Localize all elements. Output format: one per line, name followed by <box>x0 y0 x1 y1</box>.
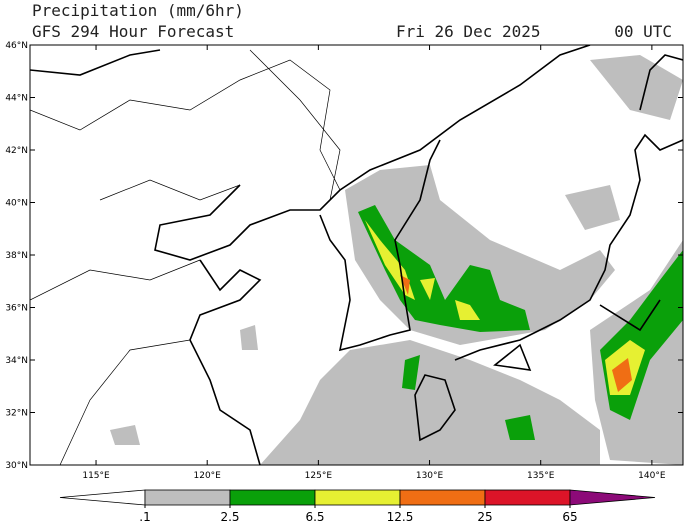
lon-label: 125°E <box>305 471 333 481</box>
lat-label: 36°N <box>5 304 28 314</box>
colorbar-label: 2.5 <box>220 510 239 524</box>
colorbar-label: 65 <box>562 510 577 524</box>
date: Fri 26 Dec 2025 <box>396 22 541 41</box>
lat-label: 40°N <box>5 199 28 209</box>
time: 00 UTC <box>614 22 672 41</box>
lon-label: 135°E <box>527 471 555 481</box>
colorbar-segment <box>314 489 401 506</box>
lat-label: 30°N <box>5 461 28 471</box>
colorbar-segment <box>144 489 231 506</box>
lon-label: 120°E <box>194 471 222 481</box>
colorbar-segment <box>569 489 656 506</box>
colorbar-label: 25 <box>477 510 492 524</box>
lat-label: 44°N <box>5 94 28 104</box>
colorbar-segment <box>399 489 486 506</box>
colorbar-segment <box>59 489 146 506</box>
lat-label: 38°N <box>5 251 28 261</box>
colorbar-label: 6.5 <box>305 510 324 524</box>
colorbar-segment <box>229 489 316 506</box>
coastlines <box>30 45 683 465</box>
map-area <box>30 45 683 465</box>
lon-label: 140°E <box>638 471 666 481</box>
title: Precipitation (mm/6hr) <box>32 1 244 20</box>
colorbar-label: .1 <box>139 510 150 524</box>
subtitle: GFS 294 Hour Forecast <box>32 22 234 41</box>
lat-label: 42°N <box>5 146 28 156</box>
lat-label: 34°N <box>5 356 28 366</box>
lat-label: 32°N <box>5 409 28 419</box>
lon-label: 130°E <box>416 471 444 481</box>
lat-label: 46°N <box>5 41 28 51</box>
borders <box>30 49 341 465</box>
colorbar-segment <box>484 489 571 506</box>
colorbar-label: 12.5 <box>387 510 414 524</box>
lon-label: 115°E <box>82 471 110 481</box>
